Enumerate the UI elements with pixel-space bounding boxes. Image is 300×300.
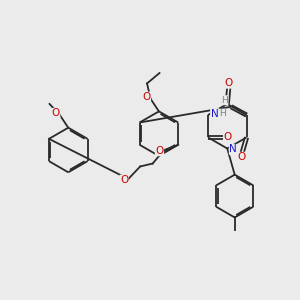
Text: O: O <box>237 152 246 162</box>
Text: O: O <box>155 146 164 156</box>
Text: O: O <box>142 92 151 102</box>
Text: O: O <box>52 108 60 118</box>
Text: N: N <box>211 109 218 118</box>
Text: N: N <box>229 144 237 154</box>
Text: H: H <box>220 109 226 118</box>
Text: O: O <box>120 175 128 185</box>
Text: O: O <box>224 132 232 142</box>
Text: H: H <box>221 96 228 105</box>
Text: O: O <box>225 78 233 88</box>
